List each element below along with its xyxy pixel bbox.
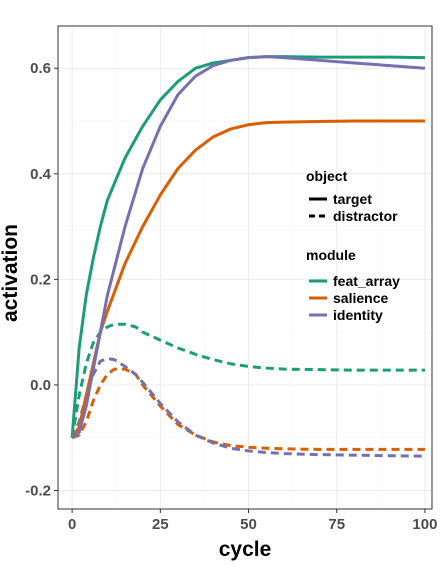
- minor-gridlines: [58, 26, 432, 509]
- x-tick-label: 50: [240, 516, 257, 533]
- y-tick-label: 0.0: [30, 377, 51, 394]
- legend-title-object: object: [306, 168, 348, 184]
- panel-border: [57, 25, 433, 510]
- legend-label-feat-array: feat_array: [333, 273, 400, 289]
- legend-title-module: module: [306, 247, 356, 263]
- y-axis-ticks: -0.2 0.0 0.2 0.4 0.6: [25, 60, 58, 500]
- legend-label-target: target: [333, 191, 372, 207]
- series-feat-array-target: [70, 55, 425, 438]
- series-identity-target: [71, 55, 426, 439]
- series-identity-distractor: [70, 357, 425, 458]
- legend-label-salience: salience: [333, 290, 388, 306]
- x-axis-ticks: 0 25 50 75 100: [68, 509, 437, 533]
- y-axis-title: activation: [0, 224, 22, 322]
- y-tick-label: 0.4: [30, 166, 52, 183]
- legend: object target distractor module feat_arr…: [306, 168, 400, 323]
- legend-label-identity: identity: [333, 307, 383, 323]
- y-tick-label: -0.2: [25, 483, 51, 500]
- x-tick-label: 0: [68, 516, 76, 533]
- y-tick-label: 0.2: [30, 271, 51, 288]
- x-tick-label: 25: [152, 516, 169, 533]
- series-salience-distractor: [71, 367, 425, 451]
- x-tick-label: 75: [328, 516, 345, 533]
- x-tick-label: 100: [412, 516, 437, 533]
- x-axis-title: cycle: [219, 538, 272, 561]
- legend-label-distractor: distractor: [333, 208, 398, 224]
- series-feat-array-distractor: [70, 322, 425, 438]
- series-layer: [70, 55, 426, 458]
- y-tick-label: 0.6: [30, 60, 51, 77]
